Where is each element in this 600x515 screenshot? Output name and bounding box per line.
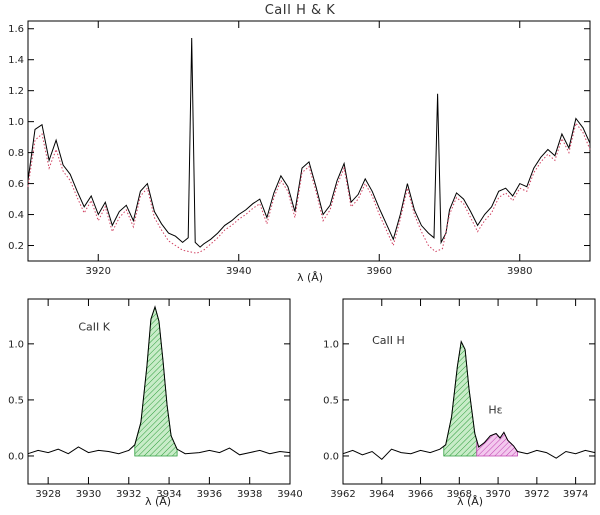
main-ytick-label-7: 1.6 [8, 24, 24, 35]
cah-annotation-0: CaII H [372, 334, 405, 347]
main-xtick-label-2: 3960 [367, 266, 392, 277]
cah-chart-xlabel: λ (Å) [457, 495, 483, 508]
main-series-1 [27, 122, 591, 254]
main-chart-plot: 0.2 0.4 0.6 0.8 1.0 1.2 1.4 1.6 3920 3940 3960 3980 [8, 21, 591, 277]
cah-xtick-label-0: 3962 [330, 489, 355, 500]
cah-xtick-label-6: 3974 [563, 489, 588, 500]
cak-annotation-0: CaII K [78, 320, 110, 333]
cah-chart-plot: 0.0 0.5 1.0 3962 3964 3966 3968 3970 3972 3974 CaI… [323, 299, 596, 500]
main-ytick-label-1: 0.4 [8, 210, 24, 221]
cak-chart-xlabel: λ (Å) [145, 495, 171, 508]
cak-xtick-label-4: 3936 [197, 489, 222, 500]
cak-xtick-label-2: 3932 [116, 489, 141, 500]
cak-xtick-label-3: 3934 [156, 489, 181, 500]
main-ytick-label-3: 0.8 [8, 148, 24, 159]
cah-chart-frame [342, 298, 596, 485]
main-ytick-label-2: 0.6 [8, 179, 24, 190]
main-ytick-label-6: 1.4 [8, 55, 24, 66]
cah-ytick-label-2: 1.0 [323, 339, 339, 350]
cah-series-0 [342, 339, 596, 460]
main-ytick-label-0: 0.2 [8, 241, 24, 252]
cah-xtick-label-3: 3968 [447, 489, 472, 500]
cah-shaded-region-0 [443, 340, 478, 457]
main-ytick-label-5: 1.2 [8, 86, 24, 97]
cah-xtick-label-2: 3966 [408, 489, 433, 500]
main-xtick-label-0: 3920 [86, 266, 111, 277]
cak-chart-plot: 0.0 0.5 1.0 3928 3930 3932 3934 3936 3938 3940 CaI… [8, 299, 303, 500]
cah-xtick-label-5: 3972 [524, 489, 549, 500]
cah-annotation-1: Hε [488, 403, 502, 416]
cah-ytick-label-0: 0.0 [323, 451, 339, 462]
main-chart-title: CaII H & K [265, 3, 336, 18]
cak-xtick-label-6: 3940 [277, 489, 302, 500]
cah-ytick-label-1: 0.5 [323, 395, 339, 406]
main-xtick-label-3: 3980 [507, 266, 532, 277]
cak-chart-frame [27, 298, 291, 485]
cak-series-0 [27, 305, 291, 456]
cak-ytick-label-0: 0.0 [8, 451, 24, 462]
cak-xtick-label-0: 3928 [35, 489, 60, 500]
cak-ytick-label-2: 1.0 [8, 339, 24, 350]
cah-xtick-label-4: 3970 [485, 489, 510, 500]
cak-xtick-label-5: 3938 [237, 489, 262, 500]
cak-ytick-label-1: 0.5 [8, 395, 24, 406]
cak-xtick-label-1: 3930 [76, 489, 101, 500]
main-chart-frame [27, 20, 591, 262]
main-chart-xlabel: λ (Å) [297, 271, 323, 284]
main-xtick-label-1: 3940 [226, 266, 251, 277]
cah-xtick-label-1: 3964 [369, 489, 394, 500]
main-ytick-label-4: 1.0 [8, 117, 24, 128]
main-series-0 [27, 37, 591, 248]
